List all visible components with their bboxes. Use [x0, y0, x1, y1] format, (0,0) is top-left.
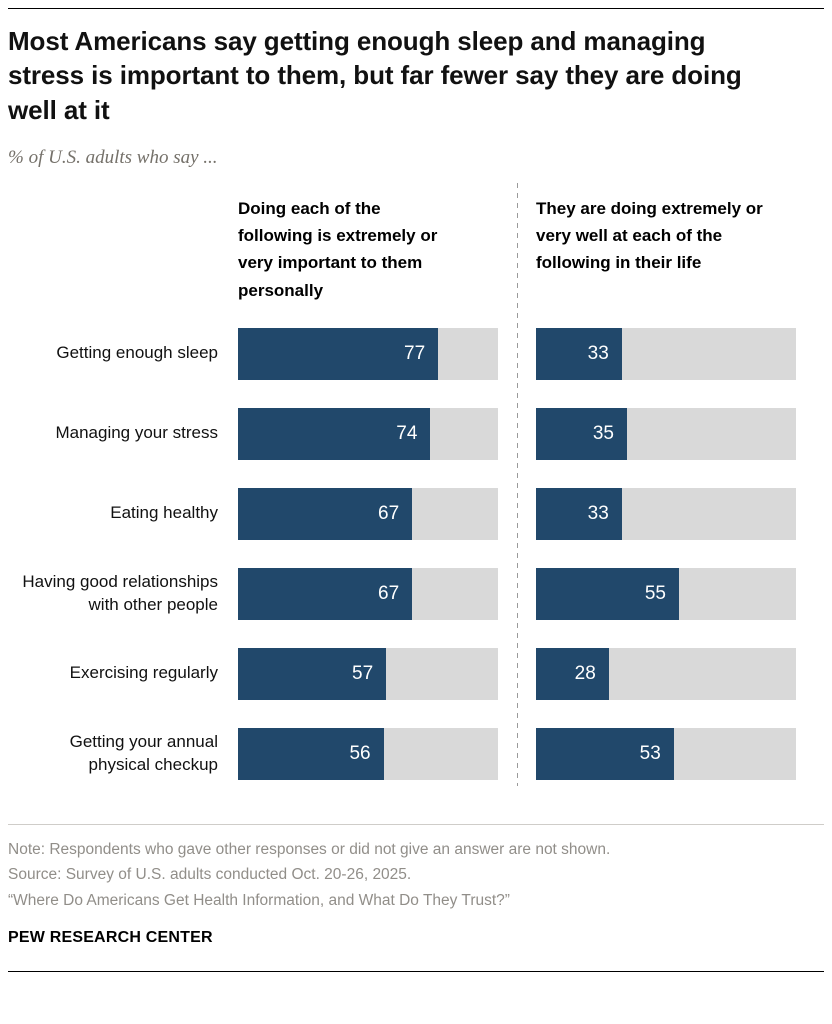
bar-track-doing-well: 35 — [536, 407, 796, 460]
bar-value-label: 74 — [396, 422, 418, 444]
column-header-doing-well: They are doing extremely or very well at… — [536, 198, 763, 273]
bar-value-label: 33 — [587, 342, 609, 364]
chart-row: Exercising regularly 57 28 — [8, 647, 824, 700]
bar-value-label: 35 — [592, 422, 614, 444]
category-label: Eating healthy — [110, 503, 218, 523]
bar-track-importance: 57 — [238, 647, 498, 700]
pew-chart-page: Most Americans say getting enough sleep … — [8, 8, 824, 973]
bar-importance: 57 — [238, 647, 387, 700]
chart-row: Managing your stress 74 35 — [8, 407, 824, 460]
column-headers: Doing each of the following is extremely… — [8, 195, 824, 304]
bar-importance: 67 — [238, 567, 413, 620]
bar-importance: 74 — [238, 407, 431, 460]
bar-value-label: 57 — [352, 662, 374, 684]
bar-track-doing-well: 33 — [536, 327, 796, 380]
citation-line: “Where Do Americans Get Health Informati… — [8, 891, 510, 909]
bar-track-doing-well: 33 — [536, 487, 796, 540]
bar-doing-well: 35 — [536, 407, 627, 460]
note-line: Note: Respondents who gave other respons… — [8, 840, 611, 858]
pew-research-center-brand: PEW RESEARCH CENTER — [8, 929, 213, 947]
category-label: Getting your annual physical checkup — [69, 732, 218, 774]
chart-row: Getting your annual physical checkup 56 53 — [8, 727, 824, 780]
chart-title: Most Americans say getting enough sleep … — [8, 26, 742, 125]
bar-doing-well: 53 — [536, 727, 674, 780]
chart-row: Eating healthy 67 33 — [8, 487, 824, 540]
chart-row: Getting enough sleep 77 33 — [8, 327, 824, 380]
bar-value-label: 77 — [404, 342, 426, 364]
column-divider-dashed-line — [517, 182, 518, 786]
bar-importance: 67 — [238, 487, 413, 540]
category-label: Getting enough sleep — [56, 343, 218, 363]
top-rule — [8, 8, 824, 9]
chart-row: Having good relationships with other peo… — [8, 567, 824, 620]
bar-value-label: 53 — [639, 742, 661, 764]
category-label: Managing your stress — [55, 423, 218, 443]
bar-importance: 77 — [238, 327, 439, 380]
bar-track-doing-well: 28 — [536, 647, 796, 700]
bar-track-importance: 67 — [238, 567, 498, 620]
bar-value-label: 28 — [574, 662, 596, 684]
chart-rows: Getting enough sleep 77 33 Managing your st… — [8, 327, 824, 780]
bar-track-doing-well: 55 — [536, 567, 796, 620]
chart-subtitle: % of U.S. adults who say ... — [8, 146, 218, 168]
bar-doing-well: 28 — [536, 647, 609, 700]
category-label: Having good relationships with other peo… — [22, 572, 218, 614]
notes-divider-rule — [8, 823, 824, 825]
bar-track-importance: 74 — [238, 407, 498, 460]
bottom-rule — [8, 971, 824, 973]
bar-doing-well: 33 — [536, 487, 622, 540]
source-line: Source: Survey of U.S. adults conducted … — [8, 866, 412, 884]
bar-track-importance: 56 — [238, 727, 498, 780]
bar-track-importance: 77 — [238, 327, 498, 380]
bar-doing-well: 55 — [536, 567, 679, 620]
bar-value-label: 67 — [378, 502, 400, 524]
bar-value-label: 67 — [378, 582, 400, 604]
bar-doing-well: 33 — [536, 327, 622, 380]
bar-value-label: 56 — [349, 742, 371, 764]
bar-track-doing-well: 53 — [536, 727, 796, 780]
footer-notes: Note: Respondents who gave other respons… — [8, 837, 824, 914]
bar-value-label: 55 — [644, 582, 666, 604]
bar-importance: 56 — [238, 727, 384, 780]
category-label: Exercising regularly — [69, 663, 218, 683]
column-header-importance: Doing each of the following is extremely… — [238, 198, 438, 300]
bar-value-label: 33 — [587, 502, 609, 524]
bar-chart: Doing each of the following is extremely… — [8, 182, 824, 786]
bar-track-importance: 67 — [238, 487, 498, 540]
